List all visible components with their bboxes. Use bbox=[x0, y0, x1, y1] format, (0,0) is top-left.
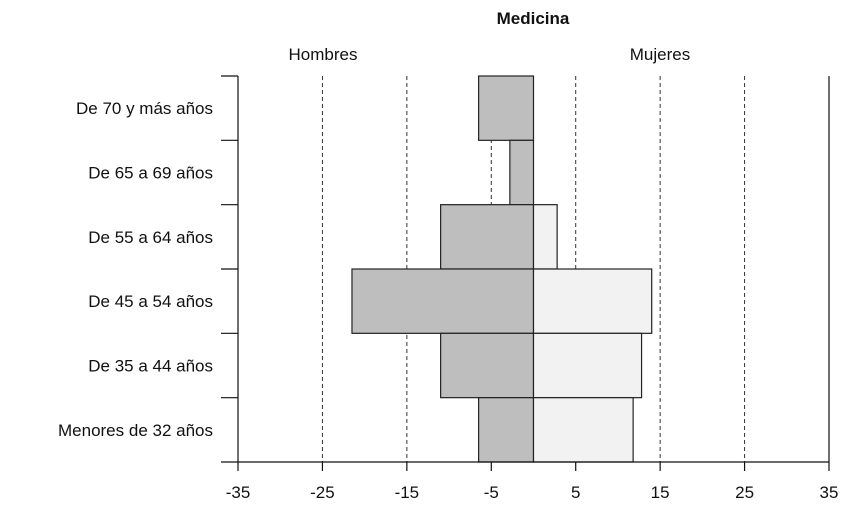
x-tick-label: 15 bbox=[651, 483, 670, 502]
x-tick-label: 35 bbox=[820, 483, 839, 502]
category-label: De 70 y más años bbox=[76, 99, 213, 118]
bar-mujeres-3 bbox=[532, 268, 653, 334]
bar-mujeres-2 bbox=[532, 204, 558, 270]
x-tick-label: -15 bbox=[395, 483, 420, 502]
category-label: De 35 a 44 años bbox=[88, 357, 213, 376]
bar-hombres-1 bbox=[509, 139, 535, 206]
bar-hombres-4 bbox=[440, 332, 535, 399]
category-label: De 45 a 54 años bbox=[88, 292, 213, 311]
category-label: De 55 a 64 años bbox=[88, 228, 213, 247]
category-label: Menores de 32 años bbox=[58, 421, 213, 440]
right-side-label: Mujeres bbox=[630, 45, 690, 64]
bar-hombres-5 bbox=[478, 397, 535, 463]
chart-title: Medicina bbox=[497, 9, 570, 28]
bar-hombres-2 bbox=[440, 204, 535, 270]
x-tick-label: -25 bbox=[310, 483, 335, 502]
bar-hombres-0 bbox=[478, 75, 535, 141]
x-tick-label: 25 bbox=[735, 483, 754, 502]
bar-mujeres-5 bbox=[532, 397, 634, 463]
x-tick-label: 5 bbox=[571, 483, 580, 502]
bar-hombres-3 bbox=[351, 268, 535, 334]
category-label: De 65 a 69 años bbox=[88, 164, 213, 183]
category-labels: De 70 y más años De 65 a 69 años De 55 a 6… bbox=[58, 99, 213, 440]
axes: -35 -25 -15 -5 5 15 25 35 bbox=[221, 75, 839, 502]
left-side-label: Hombres bbox=[289, 45, 358, 64]
bar-mujeres-4 bbox=[532, 332, 643, 399]
x-tick-label: -35 bbox=[226, 483, 251, 502]
x-tick-label: -5 bbox=[484, 483, 499, 502]
bars bbox=[351, 75, 653, 463]
